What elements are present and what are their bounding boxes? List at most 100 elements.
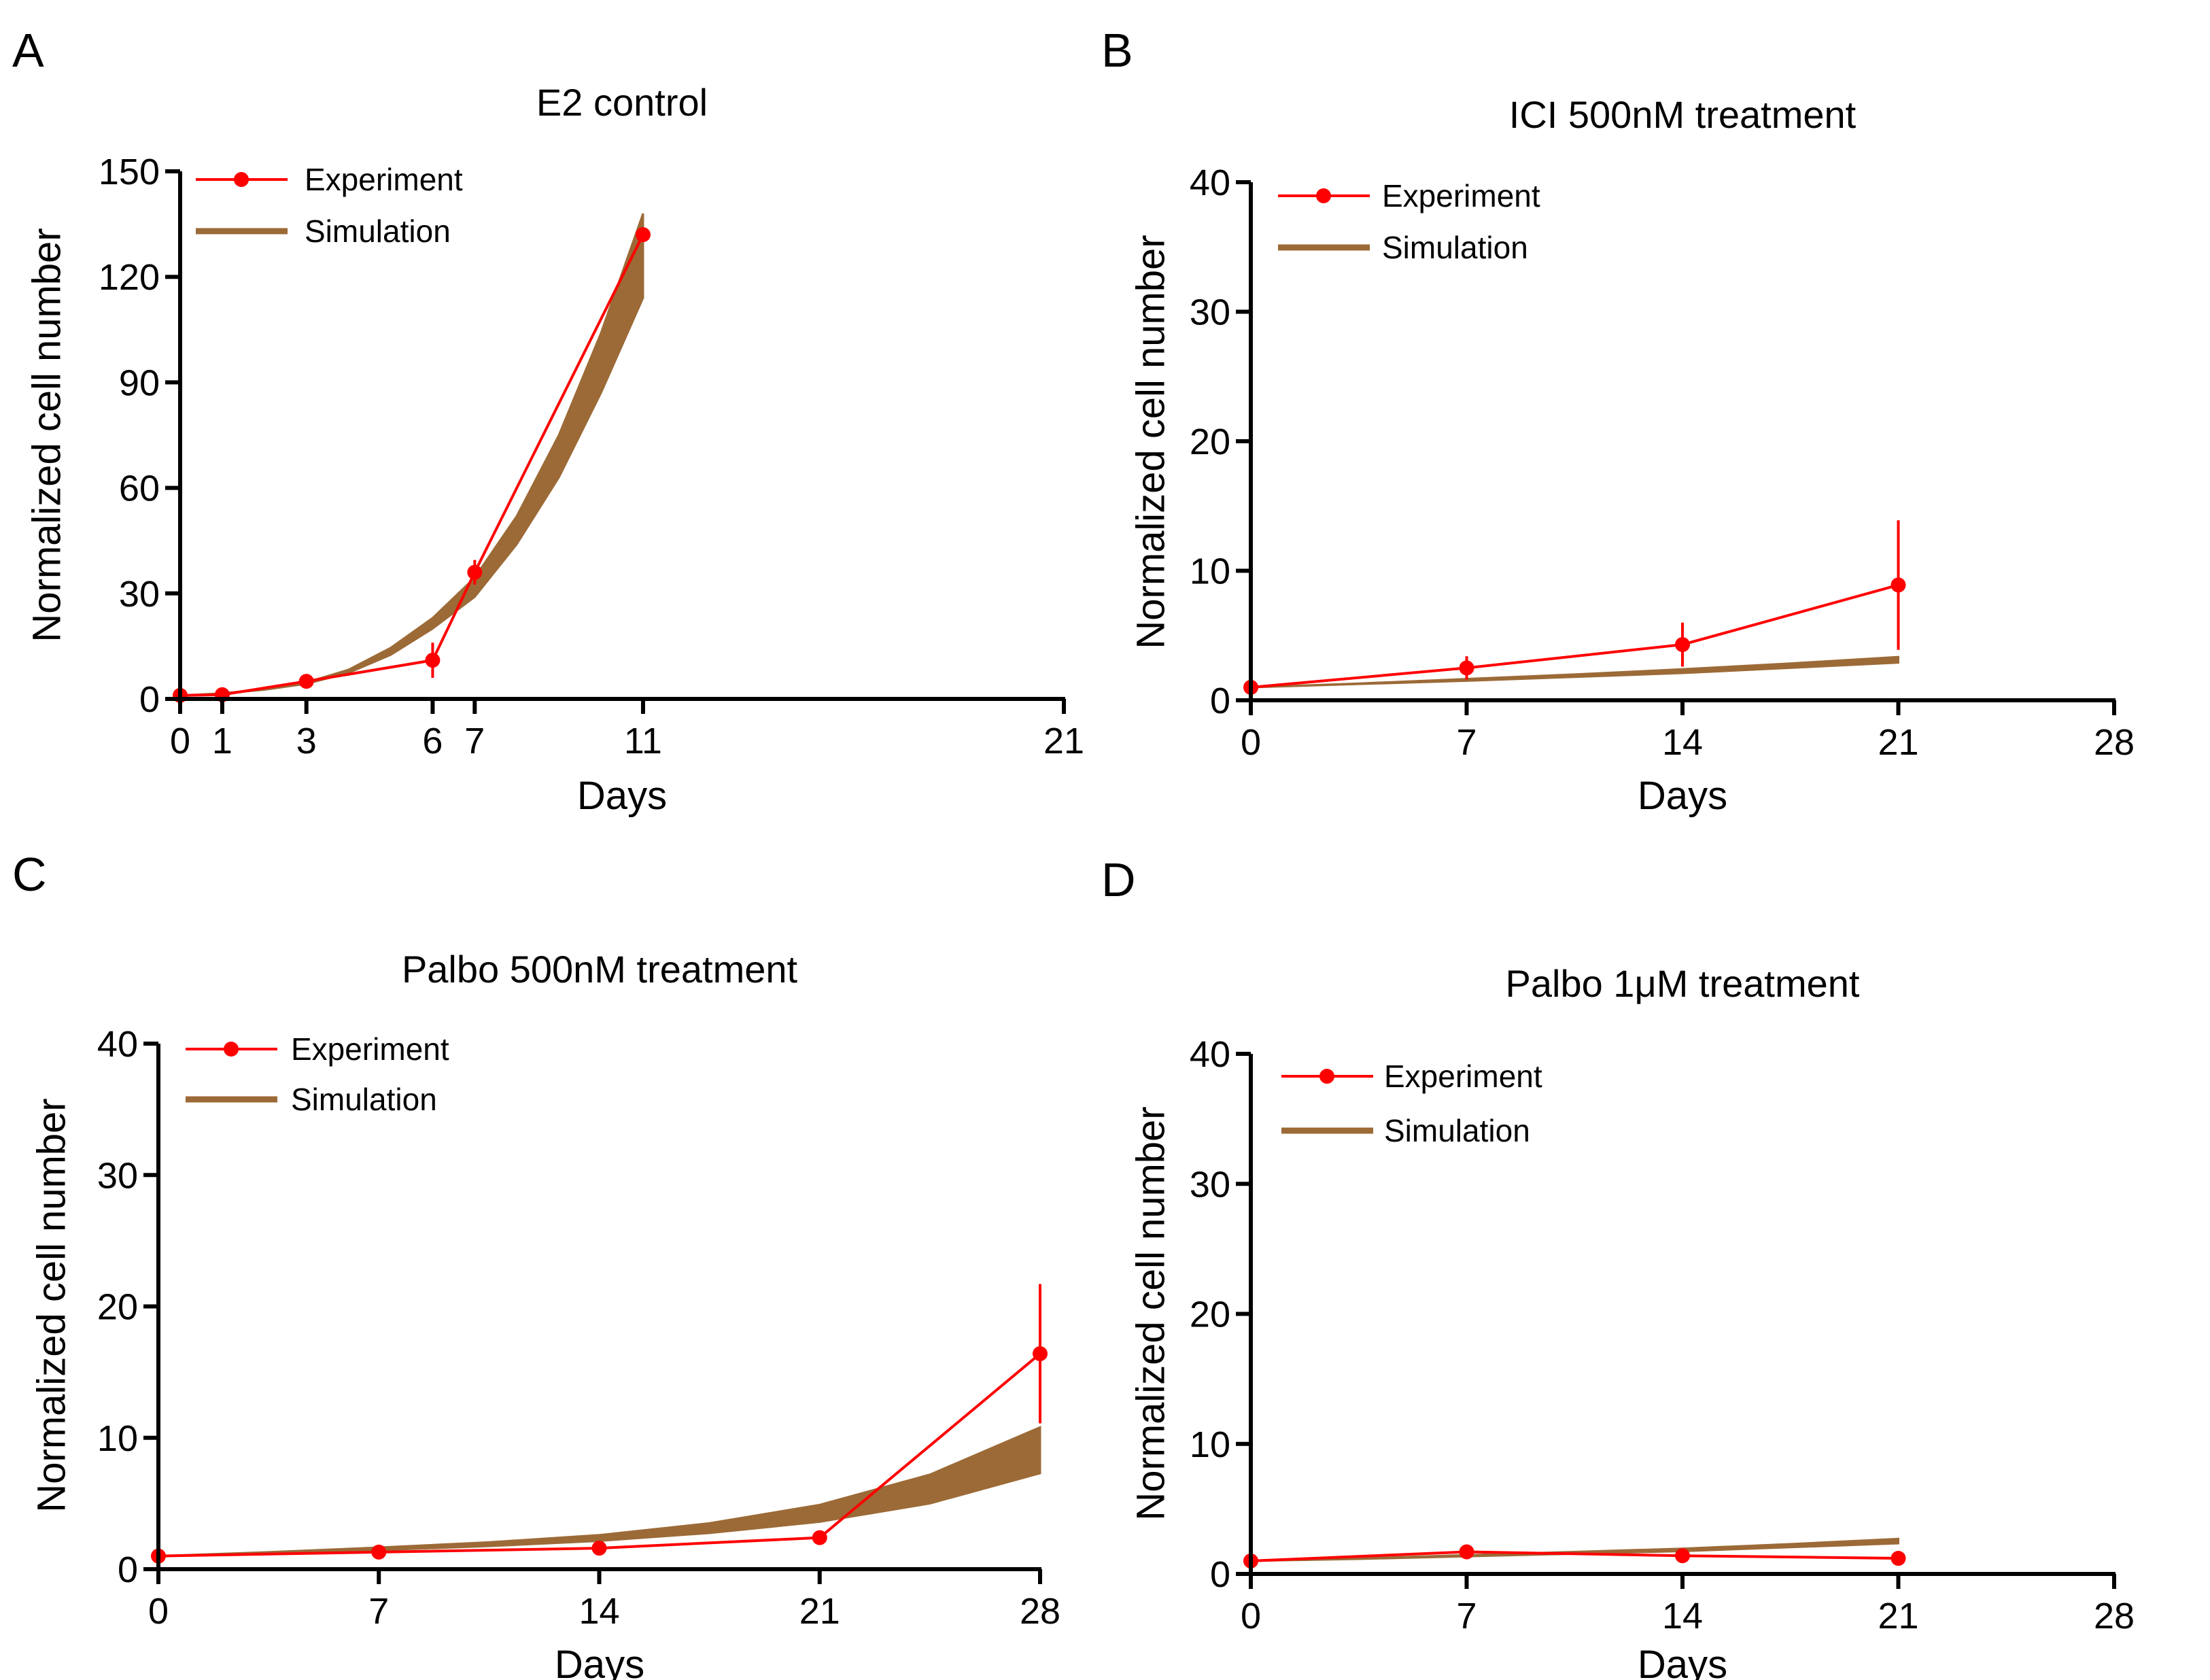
- legend-simulation-label: Simulation: [305, 213, 451, 249]
- x-tick-label: 14: [1662, 722, 1703, 763]
- experiment-point: [812, 1530, 827, 1545]
- legend-simulation-label: Simulation: [1384, 1113, 1530, 1148]
- x-tick-label: 7: [1456, 1596, 1477, 1636]
- experiment-point: [467, 564, 483, 580]
- x-tick-label: 0: [1241, 722, 1261, 763]
- simulation-band: [1250, 1537, 1899, 1562]
- x-axis-label: Days: [555, 1643, 644, 1680]
- chart-title: ICI 500nM treatment: [1509, 93, 1857, 136]
- x-tick-label: 1: [212, 721, 232, 761]
- x-tick-label: 11: [624, 721, 662, 761]
- legend-simulation-label: Simulation: [1382, 230, 1528, 265]
- y-tick-label: 20: [1190, 422, 1230, 462]
- legend: Experiment Simulation: [196, 162, 463, 249]
- y-axis-label: Normalized cell number: [1128, 235, 1173, 649]
- x-tick-label: 14: [1662, 1596, 1703, 1636]
- y-tick-label: 120: [99, 257, 160, 298]
- x-tick-label: 21: [1878, 1596, 1918, 1636]
- x-tick-label: 21: [1878, 722, 1918, 763]
- x-tick-label: 21: [1043, 721, 1084, 761]
- experiment-point: [635, 227, 651, 243]
- y-tick-label: 10: [97, 1418, 138, 1459]
- chart-panel-b: B ICI 500nM treatment 0 10 20 30 40 0 7 14 21 28 Day…: [1101, 24, 2135, 818]
- x-tick-label: 7: [368, 1591, 389, 1632]
- y-tick-label: 10: [1190, 551, 1230, 592]
- chart-panel-c: C Palbo 500nM treatment 0 10 20 30 40 0 7 14 21 28 D…: [12, 848, 1060, 1680]
- y-tick-label: 30: [1190, 1164, 1230, 1205]
- y-tick-label: 0: [118, 1549, 138, 1590]
- panel-letter: A: [12, 24, 44, 77]
- x-tick-label: 0: [170, 721, 190, 761]
- panel-letter: D: [1101, 853, 1136, 906]
- legend-experiment-label: Experiment: [1384, 1059, 1542, 1094]
- legend-experiment-marker: [1319, 1069, 1334, 1084]
- x-tick-label: 6: [422, 721, 443, 761]
- experiment-line: [1250, 1550, 1899, 1562]
- legend: Experiment Simulation: [186, 1031, 449, 1117]
- x-tick-label: 0: [148, 1591, 169, 1632]
- x-axis-label: Days: [1638, 774, 1727, 818]
- x-tick-label: 28: [1020, 1591, 1060, 1632]
- y-tick-label: 30: [97, 1155, 138, 1196]
- x-tick-label: 28: [2094, 1596, 2135, 1636]
- y-tick-label: 40: [1190, 1034, 1230, 1075]
- x-tick-label: 14: [579, 1591, 619, 1632]
- experiment-point: [371, 1544, 387, 1560]
- x-tick-label: 28: [2094, 722, 2135, 763]
- x-tick-label: 7: [1456, 722, 1477, 763]
- legend-experiment-marker: [234, 172, 249, 187]
- legend-experiment-label: Experiment: [305, 162, 463, 197]
- experiment-line: [179, 234, 644, 697]
- experiment-point: [591, 1541, 607, 1556]
- y-tick-label: 40: [1190, 162, 1230, 203]
- y-tick-label: 30: [1190, 292, 1230, 333]
- chart-panel-d: D Palbo 1μM treatment 0 10 20 30 40 0 7 14 21 28 Day…: [1101, 853, 2135, 1680]
- x-axis-label: Days: [1638, 1643, 1727, 1680]
- experiment-point: [425, 653, 441, 668]
- legend-experiment-label: Experiment: [291, 1031, 449, 1067]
- y-tick-label: 0: [1210, 1554, 1230, 1595]
- panel-letter: B: [1101, 24, 1133, 77]
- x-tick-label: 7: [464, 721, 485, 761]
- y-tick-label: 40: [97, 1024, 138, 1065]
- legend-simulation-label: Simulation: [291, 1082, 437, 1117]
- experiment-line: [1250, 583, 1899, 689]
- chart-title: E2 control: [536, 81, 708, 124]
- legend: Experiment Simulation: [1281, 1059, 1542, 1148]
- y-tick-label: 60: [119, 468, 160, 509]
- chart-title: Palbo 500nM treatment: [402, 948, 798, 991]
- experiment-point: [1033, 1346, 1048, 1362]
- experiment-line: [158, 1352, 1041, 1558]
- y-tick-label: 20: [1190, 1295, 1230, 1335]
- y-tick-label: 150: [99, 152, 160, 192]
- experiment-point: [1675, 637, 1690, 653]
- experiment-point: [1459, 660, 1474, 676]
- legend-experiment-label: Experiment: [1382, 178, 1540, 213]
- x-tick-label: 21: [799, 1591, 840, 1632]
- experiment-point: [1459, 1544, 1474, 1560]
- y-tick-label: 0: [139, 679, 160, 720]
- legend: Experiment Simulation: [1278, 178, 1540, 265]
- x-tick-label: 3: [296, 721, 317, 761]
- y-tick-label: 0: [1210, 681, 1230, 721]
- x-axis-label: Days: [577, 774, 667, 818]
- y-axis-label: Normalized cell number: [1128, 1106, 1173, 1520]
- y-axis-label: Normalized cell number: [24, 228, 69, 642]
- experiment-point: [298, 674, 314, 689]
- y-tick-label: 10: [1190, 1424, 1230, 1465]
- y-tick-label: 30: [119, 574, 160, 615]
- chart-title: Palbo 1μM treatment: [1506, 962, 1860, 1005]
- experiment-point: [1890, 577, 1906, 593]
- panel-letter: C: [12, 848, 47, 901]
- x-tick-label: 0: [1241, 1596, 1261, 1636]
- legend-experiment-marker: [224, 1042, 239, 1057]
- y-tick-label: 90: [119, 362, 160, 403]
- experiment-point: [1675, 1548, 1690, 1564]
- legend-experiment-marker: [1316, 188, 1331, 203]
- experiment-point: [1890, 1551, 1906, 1566]
- simulation-band: [179, 213, 644, 697]
- y-tick-label: 20: [97, 1287, 138, 1328]
- simulation-band: [1250, 655, 1899, 689]
